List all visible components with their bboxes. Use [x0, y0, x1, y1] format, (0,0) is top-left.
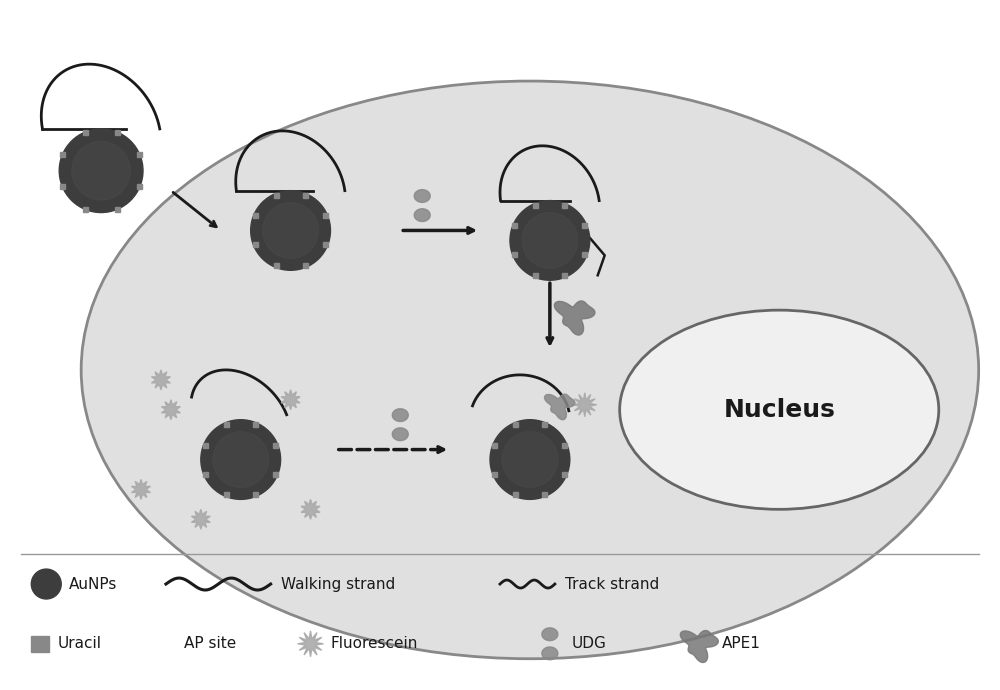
- Bar: [253, 213, 258, 219]
- Polygon shape: [298, 631, 323, 657]
- Bar: [115, 207, 120, 212]
- Bar: [303, 263, 308, 268]
- Polygon shape: [414, 190, 430, 202]
- Bar: [203, 471, 208, 477]
- Polygon shape: [191, 509, 210, 529]
- Bar: [274, 263, 279, 268]
- Circle shape: [502, 432, 558, 487]
- Bar: [137, 184, 142, 189]
- Polygon shape: [544, 394, 575, 420]
- Bar: [512, 224, 517, 228]
- Bar: [60, 184, 65, 189]
- Bar: [562, 471, 567, 477]
- Polygon shape: [161, 400, 180, 420]
- Bar: [224, 492, 229, 497]
- Bar: [224, 422, 229, 427]
- Bar: [137, 152, 142, 157]
- Bar: [582, 224, 587, 228]
- Bar: [562, 442, 567, 448]
- Bar: [492, 442, 497, 448]
- Text: Walking strand: Walking strand: [281, 577, 395, 591]
- Text: Fluorescein: Fluorescein: [330, 636, 418, 651]
- Circle shape: [59, 129, 143, 213]
- Bar: [83, 207, 88, 212]
- Bar: [512, 253, 517, 257]
- Polygon shape: [392, 428, 408, 441]
- Bar: [273, 471, 278, 477]
- Bar: [323, 242, 328, 248]
- Polygon shape: [301, 500, 320, 520]
- Bar: [513, 422, 518, 427]
- Circle shape: [213, 432, 269, 487]
- Circle shape: [251, 190, 330, 270]
- Bar: [303, 193, 308, 198]
- Text: APE1: APE1: [721, 636, 760, 651]
- Bar: [83, 130, 88, 135]
- Polygon shape: [392, 408, 408, 422]
- Circle shape: [510, 201, 590, 280]
- Bar: [492, 471, 497, 477]
- Bar: [513, 492, 518, 497]
- Bar: [562, 203, 567, 208]
- Circle shape: [31, 569, 61, 599]
- Bar: [323, 213, 328, 219]
- Bar: [542, 492, 547, 497]
- Polygon shape: [680, 631, 718, 662]
- Bar: [253, 242, 258, 248]
- Bar: [582, 253, 587, 257]
- Text: Uracil: Uracil: [57, 636, 101, 651]
- Text: UDG: UDG: [572, 636, 607, 651]
- Bar: [562, 273, 567, 278]
- Bar: [533, 203, 538, 208]
- Bar: [253, 422, 258, 427]
- Circle shape: [201, 420, 281, 500]
- Ellipse shape: [620, 310, 939, 509]
- Bar: [253, 492, 258, 497]
- Bar: [533, 273, 538, 278]
- Polygon shape: [554, 301, 595, 335]
- Polygon shape: [132, 480, 150, 500]
- Circle shape: [522, 213, 578, 268]
- Bar: [274, 193, 279, 198]
- Polygon shape: [414, 209, 430, 221]
- Polygon shape: [542, 647, 558, 660]
- Bar: [115, 130, 120, 135]
- Circle shape: [490, 420, 570, 500]
- Text: AP site: AP site: [184, 636, 236, 651]
- Text: AuNPs: AuNPs: [69, 577, 118, 591]
- Ellipse shape: [81, 81, 979, 659]
- Polygon shape: [281, 390, 300, 410]
- Circle shape: [263, 203, 319, 258]
- Text: Nucleus: Nucleus: [723, 397, 835, 422]
- Bar: [31, 635, 49, 652]
- Polygon shape: [151, 370, 170, 390]
- Bar: [273, 442, 278, 448]
- Polygon shape: [542, 628, 558, 640]
- Bar: [542, 422, 547, 427]
- Circle shape: [72, 141, 130, 200]
- Bar: [60, 152, 65, 157]
- Polygon shape: [573, 393, 597, 417]
- Bar: [203, 442, 208, 448]
- Text: Track strand: Track strand: [565, 577, 659, 591]
